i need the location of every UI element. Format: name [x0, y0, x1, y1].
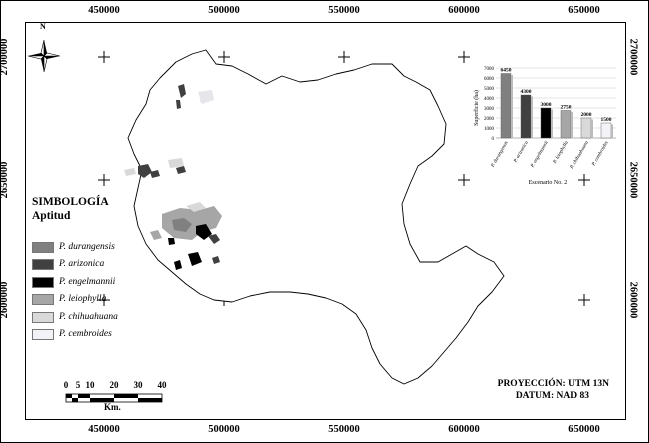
legend-label: P. chihuahuana: [59, 312, 118, 322]
chart-y-tick-label: 0: [492, 137, 495, 142]
study-area-boundary: [127, 49, 505, 385]
chart-x-tick-label: P. arizonica: [513, 140, 530, 164]
chart-x-tick-label: P. chihuahuana: [569, 140, 590, 171]
x-tick-bottom: 600000: [448, 424, 480, 435]
chart-x-tick-label: P. cembroides: [591, 140, 610, 167]
legend-title: SIMBOLOGÍA: [32, 196, 109, 208]
chart-grid: [496, 67, 616, 139]
chart-y-tick-label: 1000: [484, 127, 495, 132]
chart-data-label: 3000: [541, 102, 552, 108]
chart-bars: 6450 4300 3000 2750 2000 1500: [500, 68, 613, 139]
x-tick-top: 500000: [208, 5, 240, 16]
chart-bar-side: [511, 75, 513, 138]
chart-y-ticks: 0 1000 2000 3000 4000 5000 6000 7000: [484, 67, 495, 142]
chart-bar-side: [611, 124, 613, 138]
suitability-patches: [124, 84, 222, 270]
chart-y-tick-label: 5000: [484, 87, 495, 92]
chart-bar-side: [531, 96, 533, 138]
chart-x-ticks: P. durangensis P. arizonica P. engelmannii…: [490, 140, 610, 171]
chart-y-tick-label: 4000: [484, 97, 495, 102]
chart-x-tick-label: P. leiophylla: [552, 140, 570, 165]
scale-unit: Km.: [104, 402, 121, 412]
inset-bar-chart: 6450 4300 3000 2750 2000 1500 0 1000 2000 3000 40…: [470, 58, 620, 188]
chart-data-label: 4300: [521, 89, 532, 95]
legend-item: P. arizonica: [32, 258, 104, 270]
chart-bar-side: [551, 109, 553, 138]
legend-swatch: [32, 276, 54, 288]
x-tick-bottom: 650000: [568, 424, 600, 435]
x-tick-top: 650000: [568, 5, 600, 16]
chart-data-label: 1500: [601, 117, 612, 123]
scale-label: 5: [75, 380, 81, 390]
north-label: N: [40, 22, 46, 31]
chart-y-tick-label: 3000: [484, 107, 495, 112]
scale-bar: [65, 393, 163, 403]
projection-label: PROYECCIÓN: UTM 13N: [497, 379, 609, 389]
legend-swatch: [32, 293, 54, 305]
legend-label: P. leiophylla: [59, 294, 107, 304]
legend-swatch: [32, 258, 54, 270]
chart-x-axis-label: Escenario No. 2: [529, 180, 568, 186]
chart-bar: [540, 107, 552, 139]
chart-bar: [500, 73, 512, 139]
legend-swatch: [32, 241, 54, 253]
x-tick-top: 450000: [88, 5, 120, 16]
bar-chart-svg: 6450 4300 3000 2750 2000 1500 0 1000 2000 3000 40…: [473, 67, 616, 186]
chart-data-label: 6450: [501, 68, 512, 74]
chart-x-tick-label: P. durangensis: [490, 140, 510, 169]
legend-item: P. chihuahuana: [32, 311, 118, 323]
scale-label: 40: [157, 380, 167, 390]
legend-item: P. engelmannii: [32, 276, 115, 288]
x-tick-top: 600000: [448, 5, 480, 16]
legend-subtitle: Aptitud: [32, 210, 71, 222]
chart-data-label: 2750: [561, 105, 572, 111]
chart-x-tick-label: P. engelmannii: [530, 140, 550, 170]
chart-y-tick-label: 2000: [484, 117, 495, 122]
legend-swatch: [32, 328, 54, 340]
x-tick-top: 550000: [328, 5, 360, 16]
legend-swatch: [32, 311, 54, 323]
scale-label: 20: [109, 380, 119, 390]
x-tick-bottom: 500000: [208, 424, 240, 435]
datum-label: DATUM: NAD 83: [515, 391, 589, 401]
chart-data-label: 2000: [581, 112, 592, 118]
scale-label: 10: [85, 380, 95, 390]
chart-bar: [560, 110, 572, 139]
chart-bar-side: [591, 119, 593, 138]
legend-item: P. cembroides: [32, 328, 112, 340]
scale-label: 30: [133, 380, 143, 390]
legend-label: P. cembroides: [59, 329, 112, 339]
chart-bar: [520, 94, 532, 139]
x-tick-bottom: 550000: [328, 424, 360, 435]
north-arrow-icon: [27, 39, 61, 73]
legend-item: P. durangensis: [32, 241, 115, 253]
scale-label: 0: [63, 380, 69, 390]
chart-y-tick-label: 6000: [484, 77, 495, 82]
chart-bar: [580, 117, 592, 139]
legend-label: P. arizonica: [59, 259, 105, 269]
chart-bar: [600, 122, 612, 139]
x-tick-bottom: 450000: [88, 424, 120, 435]
chart-bar-side: [571, 112, 573, 138]
chart-y-axis-label: Superficie (ha): [473, 90, 480, 126]
chart-y-tick-label: 7000: [484, 67, 495, 72]
legend-label: P. engelmannii: [59, 277, 116, 287]
legend-item: P. leiophylla: [32, 293, 106, 305]
legend-label: P. durangensis: [59, 242, 115, 252]
